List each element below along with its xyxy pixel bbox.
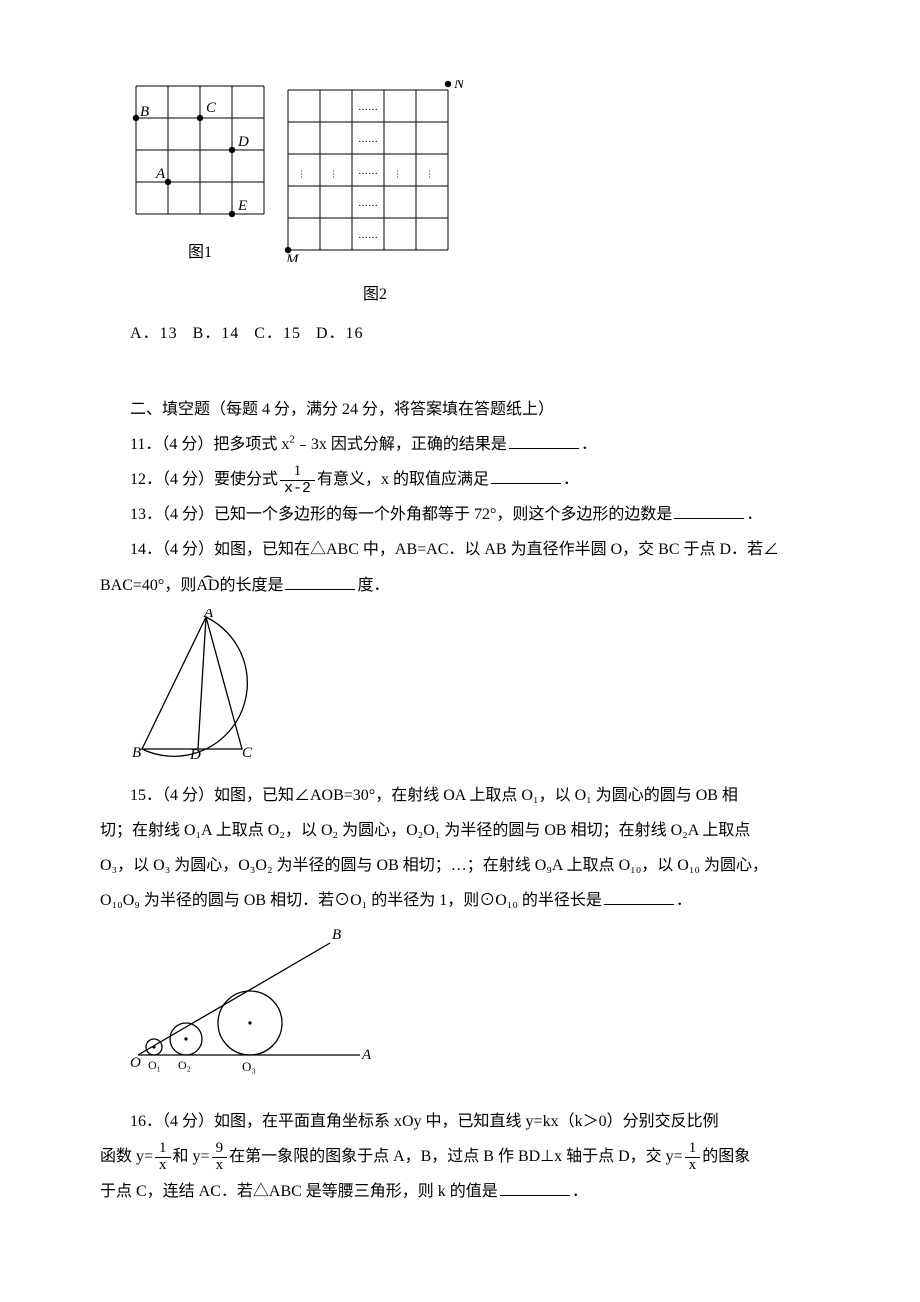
lbl-B: B [132,745,141,759]
question-16-line2: 函数 y=1x和 y=9x在第一象限的图象于点 A，B，过点 B 作 BD⊥x … [100,1139,820,1174]
ellipsis: …… [358,166,378,177]
question-15-line4: O₁₀O₉ 为半径的圆与 OB 相切．若⊙O₁ 的半径为 1，则⊙O₁₀ 的半径… [100,883,820,918]
pt-B: B [140,104,149,120]
choices-line: A．13 B．14 C．15 D．16 [130,316,820,351]
figure-2-block: …… …… …… …… …… … … … … M N [282,80,468,312]
pt-M: M [285,252,300,262]
diagram-15: O A B O₁ O₂ O₃ [130,925,820,1098]
lbl-O3: O₃ [242,1059,256,1074]
choice-a: A．13 [130,325,178,342]
ellipsis: …… [358,102,378,113]
lbl-O2: O₂ [178,1058,191,1072]
figure-1-svg: B C D A E [130,80,270,220]
figure-2-svg: …… …… …… …… …… … … … … M N [282,80,468,262]
question-16-line1: 16．（4 分）如图，在平面直角坐标系 xOy 中，已知直线 y=kx（k＞0）… [100,1104,820,1139]
blank [285,573,355,590]
page: B C D A E 图1 [0,0,920,1269]
question-15-line1: 15．（4 分）如图，已知∠AOB=30°，在射线 OA 上取点 O₁，以 O₁… [100,778,820,813]
figure-1-label: 图1 [130,235,270,270]
diagram-15-svg: O A B O₁ O₂ O₃ [130,925,380,1085]
figures-row: B C D A E 图1 [130,80,820,312]
svg-text:…: … [395,170,405,179]
svg-text:…: … [299,170,309,179]
arc-AD: AD [196,568,219,603]
question-13: 13．（4 分）已知一个多边形的每一个外角都等于 72°，则这个多边形的边数是． [130,497,820,532]
diagram-14-svg: A B C D [130,609,260,759]
figure-1-block: B C D A E 图1 [130,80,270,312]
fraction: 1x-2 [280,464,315,497]
figure-2-label: 图2 [282,277,468,312]
fraction: 9x [212,1141,228,1174]
pt-C: C [206,100,217,116]
question-16-line3: 于点 C，连结 AC．若△ABC 是等腰三角形，则 k 的值是． [100,1174,820,1209]
choice-c: C．15 [254,325,301,342]
svg-text:…: … [427,170,437,179]
question-14-line2: BAC=40°，则AD的长度是度． [100,568,820,603]
blank [491,467,561,484]
blank [674,502,744,519]
svg-text:…: … [331,170,341,179]
choice-b: B．14 [193,325,240,342]
lbl-A: A [361,1047,372,1063]
fraction: 1x [155,1141,171,1174]
lbl-O1: O₁ [148,1058,161,1072]
lbl-B: B [332,927,341,943]
ellipsis: …… [358,134,378,145]
blank [509,432,579,449]
question-15-line3: O₃，以 O₃ 为圆心，O₃O₂ 为半径的圆与 OB 相切；…；在射线 O₉A … [100,848,820,883]
lbl-C: C [242,745,253,759]
fraction: 1x [685,1141,701,1174]
question-12: 12．（4 分）要使分式1x-2有意义，x 的取值应满足． [130,462,820,497]
blank [604,888,674,905]
section-title: 二、填空题（每题 4 分，满分 24 分，将答案填在答题纸上） [130,392,820,427]
pt-N: N [453,80,465,92]
lbl-A: A [203,609,214,621]
lbl-O: O [130,1055,141,1071]
choice-d: D．16 [316,325,364,342]
ellipsis: …… [358,230,378,241]
pt-A: A [155,166,166,182]
lbl-D: D [189,747,201,759]
question-15-line2: 切；在射线 O₁A 上取点 O₂，以 O₂ 为圆心，O₂O₁ 为半径的圆与 OB… [100,813,820,848]
diagram-14: A B C D [130,609,820,772]
pt-E: E [237,198,247,214]
pt-D: D [237,134,249,150]
ellipsis: …… [358,198,378,209]
question-11: 11．（4 分）把多项式 x2﹣3x 因式分解，正确的结果是． [130,427,820,462]
blank [500,1179,570,1196]
